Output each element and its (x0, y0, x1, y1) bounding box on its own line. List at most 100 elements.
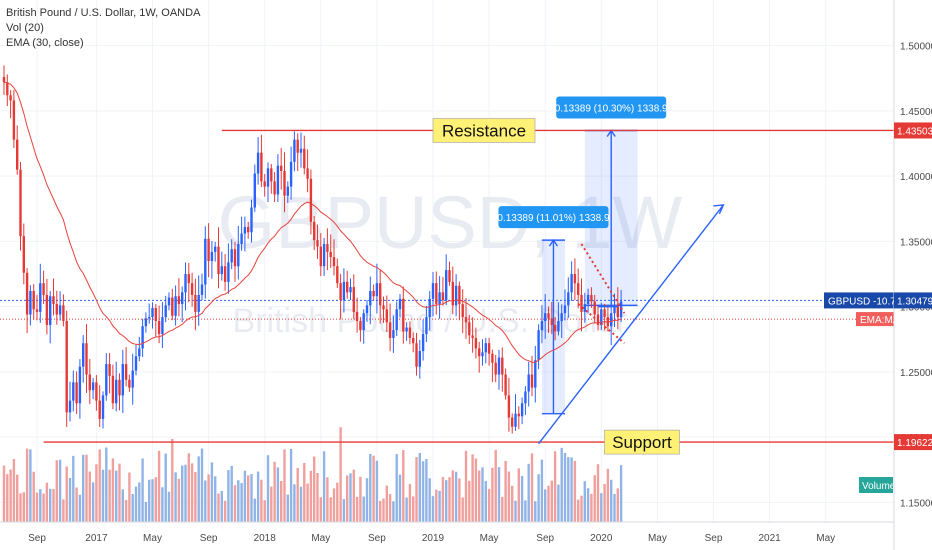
candle-body (547, 313, 550, 319)
symbol-tag-text: GBPUSD -10.76% (828, 296, 910, 307)
volume-bar (167, 491, 171, 522)
candle-body (534, 360, 537, 388)
candle-body (115, 379, 118, 404)
y-tick-label: 1.15000 (900, 498, 932, 509)
candle-body (395, 309, 398, 331)
legend-title: British Pound / U.S. Dollar, 1W, OANDA (6, 7, 201, 19)
volume-bar (550, 480, 553, 522)
candle-body (88, 374, 91, 391)
volume-bar (313, 456, 316, 522)
volume-bar (85, 454, 88, 522)
volume-bar (563, 453, 567, 522)
volume-bar (247, 475, 250, 522)
support-label-box (604, 429, 680, 455)
volume-bar (435, 489, 438, 522)
candle-body (309, 178, 313, 222)
volume-bar (88, 471, 91, 522)
candle-body (461, 304, 464, 318)
candle-body (227, 262, 230, 282)
candle-body (322, 244, 326, 267)
x-tick-label: May (480, 533, 499, 544)
volume-bar (557, 484, 560, 522)
candle-body (39, 283, 42, 312)
candle-body (540, 321, 544, 331)
candle-body (388, 322, 392, 338)
volume-bar (451, 470, 454, 522)
support-price-tag-text: 1.19622 (897, 438, 932, 449)
volume-bar (39, 489, 42, 522)
candle-body (372, 291, 375, 297)
candle-body (2, 76, 6, 83)
volume-bar (101, 469, 105, 522)
volume-bar (181, 465, 184, 522)
volume-bar (220, 490, 223, 522)
volume-bar (586, 488, 590, 522)
volume-bar (256, 471, 260, 522)
y-tick-label: 1.45000 (900, 107, 932, 118)
volume-bar (214, 476, 217, 522)
candle-body (230, 249, 233, 263)
time-axis: Sep 2017 May Sep 2018 May Sep 2019 May Sep 2020 May… (0, 521, 894, 544)
volume-bar (210, 462, 214, 522)
x-tick-label: 2020 (590, 533, 613, 544)
volume-bar (478, 470, 481, 522)
volume-bar (276, 467, 280, 522)
volume-bar (12, 459, 16, 522)
measure-2-label: 0.13389 (10.30%) 1338.9 (555, 104, 668, 115)
volume-bar (379, 500, 382, 522)
volume-bar (481, 467, 484, 522)
candle-body (428, 298, 431, 318)
volume-bar (458, 478, 461, 522)
candle-body (131, 370, 134, 388)
candle-body (468, 322, 471, 336)
candle-body (12, 100, 16, 140)
volume-bar (402, 450, 405, 522)
candle-body (415, 343, 418, 367)
volume-bar (19, 493, 22, 522)
volume-bar (583, 481, 586, 522)
candle-body (464, 317, 468, 323)
volume-bar (111, 458, 115, 522)
candle-body (560, 313, 563, 322)
candle-body (98, 400, 101, 419)
volume-bar (164, 453, 167, 522)
volume-bar (530, 453, 534, 522)
resistance-label-box (432, 118, 536, 143)
volume-bar (540, 459, 544, 522)
candle-body (154, 307, 157, 322)
volume-bar (204, 480, 207, 522)
candle-body (263, 181, 266, 187)
volume-bar (619, 465, 623, 522)
candle-body (190, 283, 194, 295)
volume-bar (151, 479, 154, 522)
candle-body (164, 305, 167, 318)
candle-body (451, 281, 454, 306)
volume-bar (161, 487, 164, 522)
candle-body (355, 311, 359, 322)
volume-bar (72, 455, 75, 522)
candle-body (441, 292, 445, 301)
candle-body (217, 246, 220, 275)
volume-bar (303, 463, 306, 522)
candle-body (379, 283, 382, 306)
y-tick-label: 1.35000 (900, 237, 932, 248)
candle-body (445, 270, 448, 301)
volume-bar (58, 459, 62, 522)
candle-body (16, 139, 19, 170)
volume-bar (553, 451, 557, 522)
candle-body (303, 148, 306, 169)
candle-body (550, 318, 553, 325)
candle-body (392, 330, 395, 338)
volume-bar (190, 463, 194, 522)
volume-bar (134, 486, 138, 522)
volume-bar (445, 480, 448, 522)
candle-body (138, 348, 141, 357)
volume-bar (45, 482, 49, 522)
candle-body (45, 294, 49, 325)
measure-boxes (541, 129, 638, 415)
volume-bar (207, 474, 210, 522)
candle-body (352, 287, 355, 312)
volume-bar (580, 495, 583, 522)
candle-body (72, 382, 75, 401)
